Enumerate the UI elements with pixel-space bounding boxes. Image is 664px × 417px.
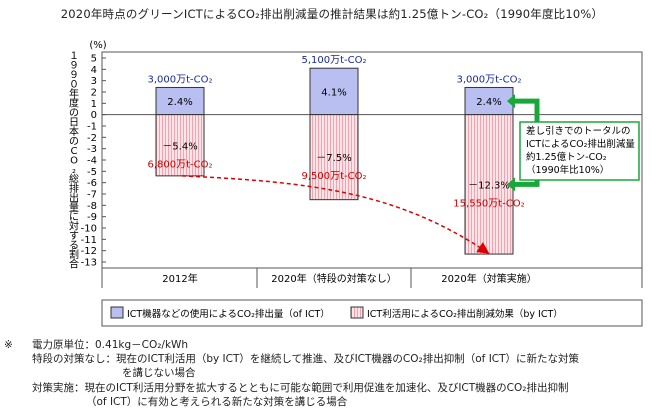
bar-value-label: 2.4%	[476, 97, 501, 108]
y-tick-label: -13	[81, 258, 97, 269]
legend-swatch-by-ict	[350, 306, 364, 319]
note-electricity-text: 0.41kg－CO₂/kWh	[95, 339, 189, 351]
bracket-arrowhead	[507, 177, 515, 192]
x-tick-label: 2020年（特段の対策なし）	[271, 272, 396, 285]
y-tick-label: 1	[91, 99, 97, 110]
y-label-char: 総	[69, 172, 79, 185]
y-label-char: の	[69, 108, 79, 119]
bar-of-ict	[464, 86, 514, 116]
bar-value-label: －12.3%	[468, 180, 510, 191]
amount-label-of-ict: 3,000万t-CO₂	[456, 74, 521, 85]
y-tick-label: 4	[91, 65, 97, 76]
note-electricity: 電力原単位：0.41kg－CO₂/kWh	[32, 338, 188, 352]
note-no-measures: 特段の対策なし：現在のICT利活用（by ICT）を継続して推進、及びICT機器…	[32, 352, 579, 366]
amount-label-of-ict: 3,000万t-CO₂	[147, 74, 212, 85]
y-tick-label: -2	[87, 133, 97, 144]
note-electricity-label: 電力原単位：	[32, 339, 95, 351]
y-tick-label: -5	[87, 167, 97, 178]
y-tick-label: -3	[87, 144, 97, 155]
amount-label-by-ict: 15,550万t-CO₂	[453, 198, 524, 209]
x-tick-label: 2012年	[162, 272, 197, 285]
y-tick-label: -7	[87, 190, 97, 201]
bar-by-ict	[464, 114, 514, 255]
y-tick-label: -8	[87, 201, 97, 212]
y-unit-label: (%)	[89, 40, 106, 51]
y-tick-label: 3	[91, 76, 97, 87]
x-axis: 2012年 2020年（特段の対策なし） 2020年（対策実施）	[101, 268, 643, 288]
y-label-char: 日	[69, 117, 79, 128]
note-mark: ※	[4, 339, 13, 351]
annotation-line: 差し引きでのトータルの	[526, 125, 631, 137]
y-tick-label: -12	[81, 246, 97, 257]
y-label-char: す	[69, 230, 79, 242]
y-tick-label: -9	[87, 212, 97, 223]
bar-of-ict	[309, 67, 359, 116]
bar-value-label: 4.1%	[321, 87, 346, 98]
bars-layer	[155, 67, 514, 255]
y-label-char: 年	[69, 87, 79, 100]
bar-value-label: －7.5%	[316, 153, 351, 164]
chart-title: 2020年時点のグリーンICTによるCO₂排出削減量の推計結果は約1.25億トン…	[60, 7, 604, 21]
note-measures-cont: （of ICT）に有効と考えられる新たな対策を講じる場合	[86, 396, 348, 408]
legend-swatch-of-ict	[110, 306, 124, 319]
legend-label-of-ict: ICT機器などの使用によるCO₂排出量（of ICT）	[127, 308, 330, 320]
y-tick-label: 2	[91, 88, 97, 99]
bar-of-ict	[155, 86, 205, 116]
y-label-char: 出	[69, 191, 79, 204]
y-label-char: 割	[69, 248, 79, 261]
y-label-char: ９	[69, 61, 79, 72]
y-label-char: ₂	[72, 165, 76, 176]
amount-label-by-ict: 9,500万t-CO₂	[301, 171, 366, 182]
y-tick-label: -11	[81, 235, 97, 246]
y-label-char: 本	[69, 125, 79, 138]
y-label-char: ０	[69, 80, 79, 91]
x-tick-label: 2020年（対策実施）	[441, 272, 536, 285]
y-tick-label: -6	[87, 178, 97, 189]
bracket-arrowhead	[507, 94, 515, 109]
y-label-char: に	[69, 211, 79, 223]
legend-label-by-ict: ICT利活用によるCO₂排出削減効果（by ICT）	[367, 308, 563, 320]
y-label-char: 度	[69, 97, 79, 110]
note-no-measures-label: 特段の対策なし：	[32, 353, 116, 365]
y-label-char: O	[70, 155, 78, 166]
y-label-char: の	[69, 136, 79, 147]
y-tick-label: -4	[87, 156, 97, 167]
note-measures-label: 対策実施：	[32, 382, 85, 394]
bar-value-label: －5.4%	[162, 141, 197, 152]
annotation-line: 約1.25億トン-CO₂	[526, 151, 607, 163]
bar-chart: (%)543210-1-2-3-4-5-6-7-8-9-10-11-12-13 …	[69, 40, 643, 327]
bar-value-label: 2.4%	[167, 97, 192, 108]
y-label-char: 量	[69, 202, 79, 214]
trend-arrow	[181, 175, 490, 254]
y-label-char: １	[69, 51, 79, 62]
y-tick-label: 0	[91, 110, 97, 121]
annotation-box	[519, 121, 640, 181]
bar-by-ict	[309, 114, 359, 201]
note-no-measures-text: 現在のICT利活用（by ICT）を継続して推進、及びICT機器のCO₂排出抑制…	[116, 353, 580, 365]
y-label-char: 合	[69, 258, 79, 271]
note-no-measures-cont: を講じない場合	[122, 367, 196, 379]
y-tick-label: 5	[91, 54, 97, 65]
annotation-line: （1990年比10%）	[526, 164, 609, 176]
annotation-line: ICTによるCO₂排出削減量	[526, 138, 635, 150]
y-tick-label: -1	[87, 122, 97, 133]
legend-frame	[101, 299, 643, 327]
y-label-char: る	[69, 240, 79, 252]
y-label-char: 排	[69, 182, 79, 195]
amount-label-by-ict: 6,800万t-CO₂	[147, 159, 212, 170]
legend: ICT機器などの使用によるCO₂排出量（of ICT） ICT利活用によるCO₂排…	[101, 299, 643, 327]
y-label-char: C	[71, 146, 78, 157]
y-label-char: ９	[69, 70, 79, 81]
bar-by-ict	[155, 114, 205, 177]
y-label-char: 対	[69, 220, 79, 233]
total-reduction-annotation: 差し引きでのトータルのICTによるCO₂排出削減量約1.25億トン-CO₂（19…	[181, 94, 640, 254]
y-tick-label: -10	[81, 224, 97, 235]
amount-label-of-ict: 5,100万t-CO₂	[301, 55, 366, 66]
note-measures: 対策実施：現在のICT利活用分野を拡大するとともに可能な範囲で利用促進を加速化、…	[32, 381, 569, 395]
labels-layer: 2.4% －5.4% 3,000万t-CO₂ 6,800万t-CO₂ 4.1% －7.5%…	[147, 55, 524, 209]
note-measures-text: 現在のICT利活用分野を拡大するとともに可能な範囲で利用促進を加速化、及びICT…	[84, 382, 569, 394]
